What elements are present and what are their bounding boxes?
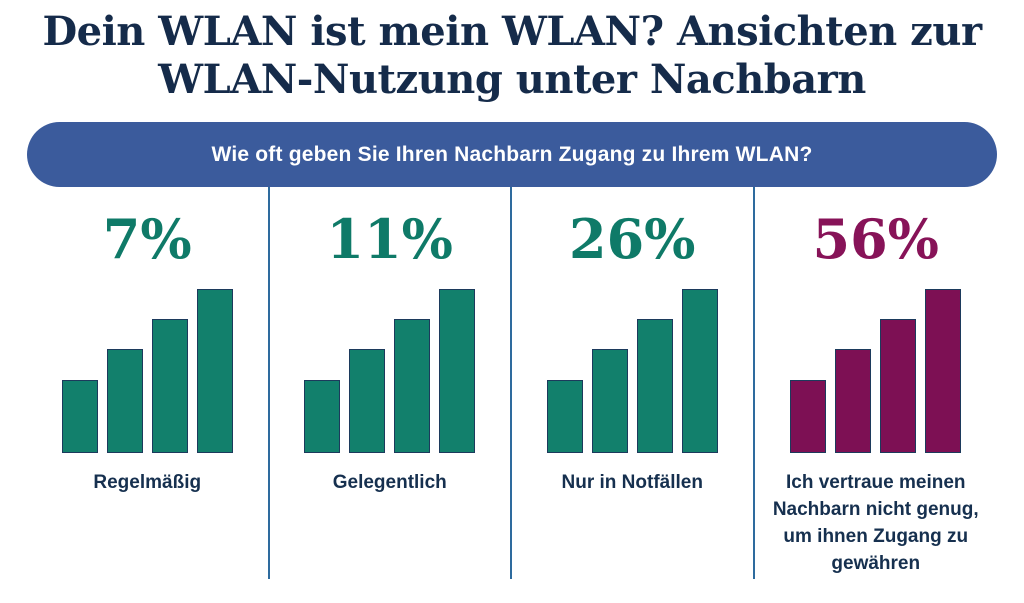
title-line-2: WLAN-Nutzung unter Nachbarn <box>158 56 866 103</box>
percent-value: 11% <box>326 207 453 271</box>
percent-value: 7% <box>102 207 192 271</box>
bar <box>790 380 827 453</box>
bar <box>439 289 476 453</box>
bar <box>394 319 431 453</box>
bar <box>304 380 341 453</box>
question-text: Wie oft geben Sie Ihren Nachbarn Zugang … <box>211 142 813 166</box>
bar <box>61 380 98 453</box>
bar <box>835 349 872 453</box>
category-label: Regelmäßig <box>93 472 202 493</box>
bar <box>591 349 628 453</box>
category-label: Ich vertraue meinen Nachbarn nicht genug… <box>772 472 979 574</box>
category-label: Gelegentlich <box>332 472 447 493</box>
bar <box>636 319 673 453</box>
stat-column-kein-vertrauen: 56% Ich vertraue meinen Nachbarn nicht g… <box>755 187 998 579</box>
bar <box>681 289 718 453</box>
stat-column-regelmaessig: 7% Regelmäßig <box>27 187 270 579</box>
page-title: Dein WLAN ist mein WLAN? Ansichten zur W… <box>0 0 1024 104</box>
bar <box>880 319 917 453</box>
question-banner: Wie oft geben Sie Ihren Nachbarn Zugang … <box>27 122 997 187</box>
bar <box>196 289 233 453</box>
ascending-bar-chart-icon <box>304 287 476 453</box>
title-line-1: Dein WLAN ist mein WLAN? Ansichten zur <box>42 8 982 55</box>
stats-section: 7% Regelmäßig 11% Gelegentlich 26% <box>27 187 997 579</box>
stat-column-gelegentlich: 11% Gelegentlich <box>270 187 512 579</box>
stat-column-notfaelle: 26% Nur in Notfällen <box>512 187 755 579</box>
bar <box>106 349 143 453</box>
percent-value: 26% <box>569 207 696 271</box>
percent-value: 56% <box>812 207 939 271</box>
category-label: Nur in Notfällen <box>561 472 703 493</box>
ascending-bar-chart-icon <box>61 287 233 453</box>
bar <box>349 349 386 453</box>
ascending-bar-chart-icon <box>790 287 962 453</box>
bar <box>546 380 583 453</box>
bar <box>151 319 188 453</box>
ascending-bar-chart-icon <box>546 287 718 453</box>
bar <box>925 289 962 453</box>
